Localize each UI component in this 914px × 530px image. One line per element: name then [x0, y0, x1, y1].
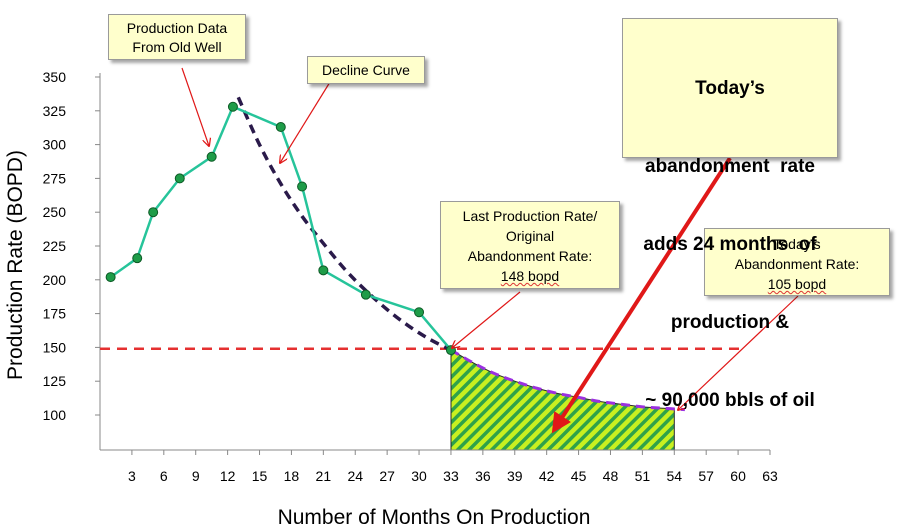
pointer-arrow-last-rate [452, 291, 521, 348]
callout-decline-curve-line-1: Decline Curve [322, 62, 410, 78]
production-data-point [414, 307, 425, 318]
production-data-point [148, 207, 159, 218]
y-tick-label: 300 [43, 137, 67, 153]
callout-big-note-line-4: production & [670, 312, 790, 333]
x-tick-label: 27 [379, 468, 395, 484]
x-tick-label: 54 [666, 468, 682, 484]
y-tick-label: 250 [43, 204, 67, 220]
callout-last-rate-line-4: 148 bopd [500, 268, 560, 284]
x-tick-label: 24 [347, 468, 363, 484]
callout-today-rate-line-3: 105 bopd [767, 276, 827, 292]
callout-big-note-line-1: Today’s [695, 78, 765, 99]
x-tick-label: 36 [475, 468, 491, 484]
y-axis-ticks: 100 125 150 175 200 225 250 275 300 325 350 [43, 69, 100, 423]
big-red-arrow [551, 156, 732, 434]
x-axis-title: Number of Months On Production [278, 506, 591, 529]
x-tick-label: 33 [443, 468, 459, 484]
y-axis-title: Production Rate (BOPD) [4, 150, 27, 380]
y-tick-label: 225 [43, 238, 67, 254]
y-tick-label: 125 [43, 373, 67, 389]
callout-today-rate-line-2: Abandonment Rate: [734, 256, 860, 272]
x-tick-label: 48 [603, 468, 619, 484]
x-tick-label: 6 [160, 468, 168, 484]
x-tick-label: 15 [252, 468, 268, 484]
callout-last-rate-line-1: Last Production Rate/ [462, 208, 598, 224]
production-data-point [297, 181, 308, 192]
callout-decline-curve: Decline Curve [307, 56, 425, 84]
production-data-point [360, 289, 371, 300]
x-tick-label: 18 [284, 468, 300, 484]
pointer-arrow-decline-curve [280, 81, 331, 163]
y-tick-label: 350 [43, 69, 67, 85]
callout-big-note-line-3: adds 24 months of [643, 234, 817, 255]
callout-last-rate-line-2: Original [505, 228, 555, 244]
production-data-point [105, 272, 116, 283]
callout-big-note-line-2: abandonment rate [645, 156, 815, 177]
y-tick-label: 325 [43, 103, 67, 119]
callout-big-note-line-5: ~ 90,000 bbls of oil [645, 390, 815, 411]
x-tick-label: 63 [762, 468, 778, 484]
x-tick-label: 21 [316, 468, 332, 484]
x-tick-label: 51 [635, 468, 651, 484]
production-data-point [174, 173, 185, 184]
callout-production-data-line-1: Production Data [126, 20, 228, 36]
y-tick-label: 175 [43, 306, 67, 322]
callout-production-data: Production Data From Old Well [108, 14, 246, 60]
decline-curve-line [236, 96, 452, 352]
production-data-point [206, 151, 217, 162]
x-tick-label: 12 [220, 468, 236, 484]
x-tick-label: 45 [571, 468, 587, 484]
pointer-arrow-production-data [181, 67, 209, 146]
y-tick-label: 100 [43, 407, 67, 423]
callout-production-data-line-2: From Old Well [132, 39, 222, 55]
production-data-line [109, 105, 452, 351]
x-tick-label: 57 [698, 468, 714, 484]
callout-last-rate-line-3: Abandonment Rate: [467, 248, 593, 264]
y-tick-label: 275 [43, 170, 67, 186]
y-tick-label: 150 [43, 339, 67, 355]
y-tick-label: 200 [43, 272, 67, 288]
x-tick-label: 3 [128, 468, 136, 484]
callout-last-rate: Last Production Rate/ Original Abandonme… [440, 201, 620, 289]
production-data-point [132, 253, 143, 264]
production-data-point [318, 265, 329, 276]
x-tick-label: 30 [411, 468, 427, 484]
production-data-points [105, 101, 456, 356]
production-data-point [227, 101, 238, 112]
x-tick-label: 60 [730, 468, 746, 484]
callout-big-note: Today’s abandonment rate adds 24 months … [622, 18, 838, 411]
production-data-point [275, 122, 286, 133]
x-axis-ticks: 3 6 9 12 15 18 21 24 27 30 33 36 39 42 45 48 51 54 57 60 63 [128, 450, 778, 484]
callout-today-rate: Today’s Abandonment Rate: 105 bopd [704, 228, 890, 296]
x-tick-label: 39 [507, 468, 523, 484]
pointer-arrow-today-rate [678, 295, 799, 410]
extended-decline-line [450, 348, 685, 412]
x-tick-label: 9 [192, 468, 200, 484]
x-tick-label: 42 [539, 468, 555, 484]
callout-today-rate-line-1: Today’s [773, 236, 821, 252]
